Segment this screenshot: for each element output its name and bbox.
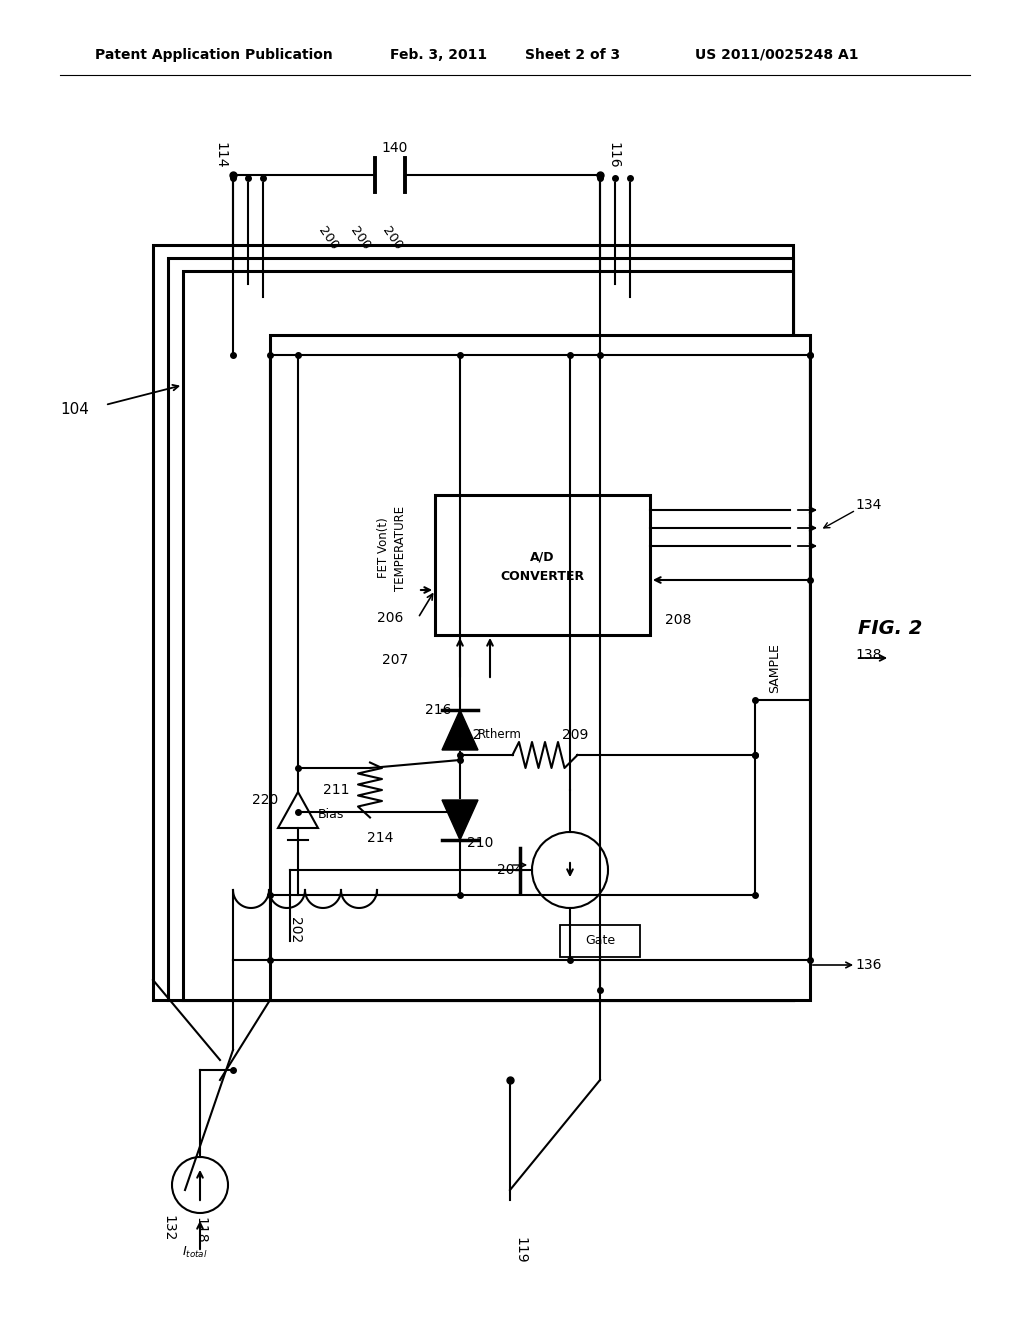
Text: 202: 202 xyxy=(288,917,302,942)
Text: 208: 208 xyxy=(665,612,691,627)
Text: 214: 214 xyxy=(367,832,393,845)
Text: US 2011/0025248 A1: US 2011/0025248 A1 xyxy=(695,48,858,62)
Text: 216: 216 xyxy=(425,704,452,717)
Text: SAMPLE: SAMPLE xyxy=(768,643,781,693)
Text: 119: 119 xyxy=(513,1237,527,1263)
Bar xyxy=(183,271,793,1001)
Text: 207: 207 xyxy=(382,653,409,667)
Bar xyxy=(153,246,793,1001)
Text: FET Von(t): FET Von(t) xyxy=(378,517,390,578)
Text: Rtherm: Rtherm xyxy=(478,729,522,742)
Text: 134: 134 xyxy=(855,498,882,512)
Text: 104: 104 xyxy=(60,403,89,417)
Text: 206: 206 xyxy=(377,611,403,624)
Bar xyxy=(560,925,640,957)
Text: 118: 118 xyxy=(193,1217,207,1243)
Text: A/D: A/D xyxy=(529,550,554,564)
Text: 140: 140 xyxy=(382,141,409,154)
Text: 136: 136 xyxy=(855,958,882,972)
Text: 200: 200 xyxy=(347,224,373,252)
Text: 200: 200 xyxy=(380,224,404,252)
Bar xyxy=(435,495,650,635)
Polygon shape xyxy=(442,800,478,840)
Bar xyxy=(168,257,793,1001)
Text: Bias: Bias xyxy=(318,808,344,821)
Text: Feb. 3, 2011: Feb. 3, 2011 xyxy=(390,48,487,62)
Bar xyxy=(270,335,810,1001)
Text: 220: 220 xyxy=(252,793,279,807)
Polygon shape xyxy=(442,710,478,750)
Text: 132: 132 xyxy=(161,1214,175,1241)
Text: 209: 209 xyxy=(562,729,588,742)
Text: CONVERTER: CONVERTER xyxy=(500,570,584,583)
Text: 210: 210 xyxy=(467,836,494,850)
Text: $I_{total}$: $I_{total}$ xyxy=(182,1245,208,1259)
Text: Gate: Gate xyxy=(585,935,615,948)
Text: 200: 200 xyxy=(315,224,341,252)
Text: 204: 204 xyxy=(497,863,523,876)
Text: 116: 116 xyxy=(606,141,620,169)
Text: 212: 212 xyxy=(455,729,481,742)
Text: Patent Application Publication: Patent Application Publication xyxy=(95,48,333,62)
Text: Sheet 2 of 3: Sheet 2 of 3 xyxy=(525,48,621,62)
Text: 138: 138 xyxy=(855,648,882,663)
Text: 114: 114 xyxy=(213,141,227,168)
Text: 211: 211 xyxy=(324,783,350,797)
Text: FIG. 2: FIG. 2 xyxy=(858,619,923,638)
Text: TEMPERATURE: TEMPERATURE xyxy=(393,506,407,590)
